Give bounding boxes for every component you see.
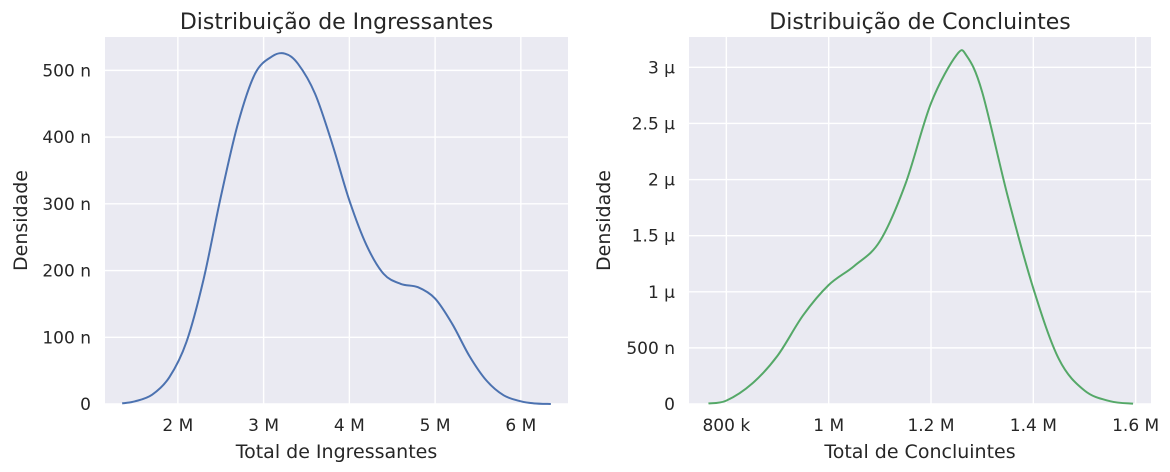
chart-concluintes: 800 k 1 M 1.2 M 1.4 M 1.6 M 0 500 n 1 μ 1.5 μ 2 μ…: [593, 10, 1159, 463]
x-tick-label: 1.2 M: [907, 416, 954, 436]
y-tick-label: 500 n: [626, 339, 675, 359]
y-tick-label: 0: [664, 395, 675, 415]
y-tick-label: 300 n: [42, 195, 91, 215]
chart-title: Distribuição de Concluintes: [769, 10, 1070, 35]
y-tick-label: 3 μ: [648, 58, 675, 78]
y-tick-label: 500 n: [42, 61, 91, 81]
plot-area: [689, 37, 1151, 404]
x-tick-label: 1.4 M: [1010, 416, 1057, 436]
x-tick-label: 800 k: [702, 416, 750, 436]
y-tick-label: 200 n: [42, 262, 91, 282]
chart-ingressantes: 2 M 3 M 4 M 5 M 6 M 0 100 n 200 n 300 n 400 n 500 …: [10, 10, 568, 463]
density-line: [708, 49, 1134, 405]
y-axis-label: Densidade: [593, 170, 615, 271]
y-tick-label: 2.5 μ: [632, 114, 675, 134]
y-tick-label: 1 μ: [648, 283, 675, 303]
y-tick-label: 1.5 μ: [632, 227, 675, 247]
plot-area: [105, 37, 568, 404]
x-axis-label: Total de Ingressantes: [235, 441, 438, 463]
x-tick-label: 4 M: [334, 416, 365, 436]
y-tick-label: 400 n: [42, 128, 91, 148]
x-tick-label: 5 M: [420, 416, 451, 436]
x-tick-label: 1 M: [813, 416, 844, 436]
x-tick-label: 6 M: [505, 416, 536, 436]
x-tick-label: 3 M: [248, 416, 279, 436]
x-tick-label: 1.6 M: [1112, 416, 1159, 436]
density-line: [121, 52, 551, 405]
y-axis-label: Densidade: [10, 170, 32, 271]
x-axis-label: Total de Concluintes: [823, 441, 1015, 463]
chart-title: Distribuição de Ingressantes: [180, 10, 493, 35]
y-tick-label: 100 n: [42, 328, 91, 348]
x-tick-label: 2 M: [162, 416, 193, 436]
y-tick-label: 0: [80, 395, 91, 415]
y-tick-label: 2 μ: [648, 171, 675, 191]
